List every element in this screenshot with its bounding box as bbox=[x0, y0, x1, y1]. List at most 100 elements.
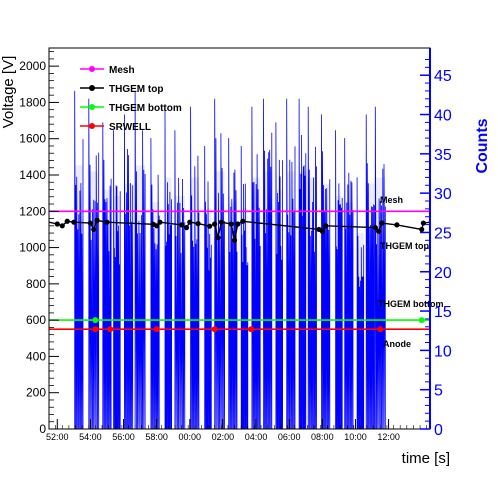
y2-tick-label: 0 bbox=[434, 422, 443, 439]
counts-burst-body bbox=[150, 202, 160, 429]
y-axis-title: Voltage [V] bbox=[0, 56, 17, 129]
thgem-bottom-point bbox=[418, 317, 425, 324]
thgem-top-point bbox=[154, 223, 160, 229]
thgem-top-point bbox=[71, 219, 77, 225]
thgem-top-point bbox=[212, 221, 218, 227]
counts-burst bbox=[365, 114, 375, 430]
y-tick-label: 0 bbox=[39, 422, 46, 436]
annotation-thgem-bottom: THGEM bottom bbox=[378, 299, 444, 309]
counts-burst-body bbox=[375, 177, 386, 429]
counts-burst-body bbox=[299, 171, 306, 429]
thgem-top-point bbox=[376, 228, 382, 234]
annotation-anode: Anode bbox=[383, 339, 411, 349]
annotations: Mesh THGEM top THGEM bottom Anode bbox=[378, 195, 444, 349]
counts-burst bbox=[335, 130, 343, 430]
thgem-top-point bbox=[240, 218, 246, 224]
thgem-top-point bbox=[235, 221, 241, 227]
y2-axis-title: Counts bbox=[474, 118, 491, 173]
counts-burst-body bbox=[164, 177, 172, 429]
counts-burst-body bbox=[321, 183, 330, 429]
srwell-point bbox=[92, 326, 99, 333]
x-tick-label: 58:00 bbox=[145, 432, 168, 442]
counts-burst bbox=[286, 98, 296, 430]
legend-marker-mesh bbox=[89, 66, 95, 72]
x-tick-label: 52:00 bbox=[46, 432, 69, 442]
legend-marker-thgem-bottom bbox=[89, 104, 95, 110]
counts-burst-body bbox=[124, 183, 133, 429]
x-tick-label: 10:00 bbox=[344, 432, 367, 442]
x-tick-label: 54:00 bbox=[79, 432, 102, 442]
y-tick-label: 1400 bbox=[19, 168, 46, 182]
y-tick-label: 1600 bbox=[19, 132, 46, 146]
counts-histogram bbox=[74, 90, 386, 430]
x-tick-label: 02:00 bbox=[212, 432, 235, 442]
counts-burst-body bbox=[308, 177, 317, 429]
thgem-top-point bbox=[379, 220, 385, 226]
counts-burst bbox=[164, 106, 172, 430]
counts-burst-body bbox=[241, 208, 248, 429]
counts-burst-body bbox=[228, 202, 238, 429]
counts-burst bbox=[102, 122, 112, 430]
y2-tick-label: 40 bbox=[434, 108, 452, 125]
counts-burst bbox=[88, 98, 100, 430]
x-tick-label: 12:00 bbox=[377, 432, 400, 442]
thgem-top-point bbox=[419, 226, 425, 233]
counts-burst bbox=[356, 177, 365, 430]
counts-burst bbox=[74, 90, 84, 430]
thgem-top-point bbox=[54, 221, 60, 227]
thgem-top-point bbox=[215, 234, 221, 241]
y2-tick-label: 20 bbox=[434, 265, 452, 282]
counts-burst-body bbox=[286, 171, 295, 429]
thgem-top-point bbox=[178, 222, 185, 228]
counts-burst bbox=[263, 98, 273, 430]
annotation-mesh: Mesh bbox=[380, 195, 403, 205]
counts-burst-body bbox=[263, 171, 272, 429]
legend-label-thgem-bottom: THGEM bottom bbox=[109, 103, 182, 114]
counts-burst-body bbox=[204, 208, 212, 429]
counts-burst bbox=[228, 138, 238, 430]
thgem-top-point bbox=[394, 222, 400, 228]
thgem-top-point bbox=[420, 220, 426, 226]
thgem-top-point bbox=[231, 237, 238, 243]
thgem-top-point bbox=[195, 221, 201, 227]
counts-burst bbox=[298, 98, 307, 430]
counts-burst-body bbox=[366, 183, 375, 429]
x-tick-label: 08:00 bbox=[311, 432, 334, 442]
counts-burst-body bbox=[135, 165, 146, 429]
legend-label-thgem-top: THGEM top bbox=[109, 84, 163, 95]
counts-burst bbox=[174, 130, 186, 430]
thgem-top-point bbox=[183, 225, 190, 231]
y-axis-right: 0 5 10 15 20 25 30 35 40 45 bbox=[420, 48, 452, 439]
thgem-top-point bbox=[59, 223, 65, 229]
y-tick-label: 1000 bbox=[19, 241, 46, 255]
counts-burst bbox=[113, 130, 121, 430]
srwell-point bbox=[107, 326, 114, 333]
srwell-series bbox=[49, 326, 430, 333]
x-tick-label: 00:00 bbox=[179, 432, 202, 442]
thgem-top-point bbox=[94, 217, 100, 223]
srwell-point bbox=[211, 326, 218, 333]
thgem-top-point bbox=[91, 226, 97, 233]
y2-tick-label: 35 bbox=[434, 147, 452, 164]
thgem-top-point bbox=[372, 225, 378, 231]
srwell-point bbox=[377, 326, 384, 333]
x-axis-title: time [s] bbox=[402, 450, 450, 467]
counts-burst bbox=[275, 122, 283, 430]
counts-burst bbox=[204, 145, 212, 430]
annotation-thgem-top: THGEM top bbox=[380, 241, 429, 251]
counts-burst-body bbox=[344, 202, 353, 429]
counts-burst bbox=[374, 106, 386, 430]
counts-burst-body bbox=[190, 177, 199, 429]
y-tick-label: 600 bbox=[26, 313, 46, 327]
counts-burst bbox=[321, 114, 331, 430]
counts-burst bbox=[190, 106, 200, 430]
y2-tick-label: 15 bbox=[434, 304, 452, 321]
thgem-bottom-series bbox=[49, 317, 430, 324]
counts-burst bbox=[214, 98, 225, 430]
counts-burst-body bbox=[275, 189, 283, 429]
thgem-top-point bbox=[228, 221, 234, 227]
legend-marker-srwell bbox=[89, 123, 95, 129]
legend: Mesh THGEM top THGEM bottom SRWELL bbox=[80, 65, 182, 133]
thgem-bottom-point bbox=[92, 317, 99, 324]
